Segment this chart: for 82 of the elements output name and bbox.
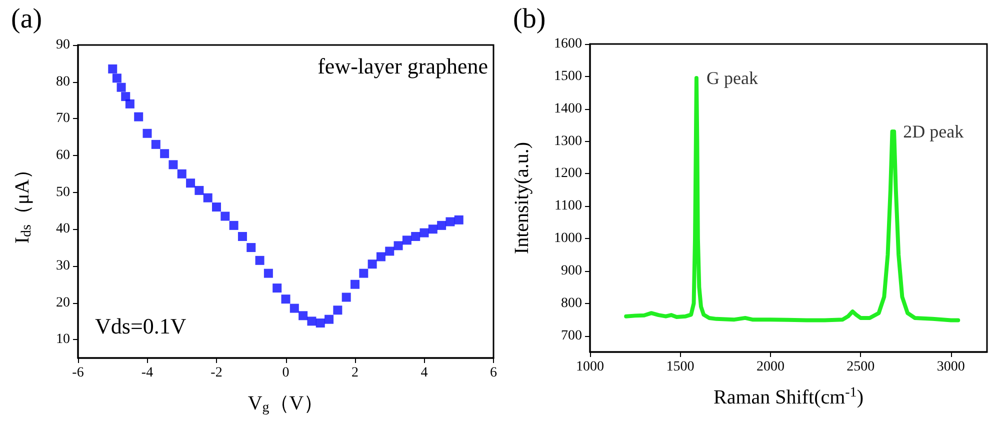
point <box>316 318 325 328</box>
point <box>342 292 351 302</box>
point <box>186 178 196 188</box>
point <box>151 140 160 149</box>
x-tick-label: -2 <box>210 366 222 380</box>
y-axis-title: Intensity(a.u.) <box>511 142 533 254</box>
y-tick-label: 1400 <box>554 101 582 116</box>
point <box>108 64 118 74</box>
point <box>333 306 342 315</box>
point <box>394 241 403 250</box>
y-tick-label: 80 <box>56 74 70 90</box>
point <box>437 220 446 230</box>
y-axis-title: Ids（μA） <box>12 159 34 244</box>
point <box>454 215 464 224</box>
point <box>177 169 186 178</box>
y-tick-label: 1000 <box>554 231 582 246</box>
point <box>203 193 212 202</box>
point <box>255 256 264 265</box>
x-tick-label: -6 <box>72 366 84 380</box>
point <box>112 74 122 83</box>
point <box>238 232 247 241</box>
point <box>324 314 334 324</box>
point <box>281 294 290 304</box>
x-tick-label: 1000 <box>576 360 604 374</box>
point <box>121 92 130 102</box>
point <box>264 268 273 278</box>
y-tick-label: 20 <box>56 295 70 310</box>
y-tick-label: 60 <box>56 148 70 163</box>
y-tick-label: 1600 <box>554 36 582 52</box>
point <box>246 243 256 252</box>
annotation: Vds=0.1V <box>95 314 186 338</box>
point <box>134 112 144 122</box>
y-tick-label: 1500 <box>554 68 582 84</box>
point <box>402 236 412 245</box>
y-tick-label: 900 <box>561 263 582 278</box>
y-tick-label: 30 <box>56 258 70 274</box>
point <box>368 260 377 269</box>
chart-title: (b) <box>513 4 546 34</box>
y-tick-label: 40 <box>56 222 70 237</box>
point <box>376 252 386 262</box>
point <box>272 284 282 293</box>
x-tick-label: 1500 <box>666 360 694 374</box>
point <box>350 280 360 289</box>
point <box>298 311 308 320</box>
y-tick-label: 1100 <box>554 198 582 214</box>
point <box>428 224 438 234</box>
point <box>290 304 299 313</box>
x-tick-label: 3000 <box>936 360 965 374</box>
annotation: few-layer graphene <box>318 54 488 78</box>
point <box>385 246 394 256</box>
point <box>212 202 221 212</box>
y-tick-label: 50 <box>56 184 70 200</box>
point <box>125 99 134 108</box>
point <box>359 268 368 278</box>
x-tick-label: 2500 <box>846 360 875 374</box>
y-tick-label: 1300 <box>554 134 582 149</box>
point <box>307 316 316 326</box>
x-tick-label: 2 <box>352 366 358 380</box>
y-tick-label: 1200 <box>554 166 582 182</box>
x-tick-label: 0 <box>282 366 290 380</box>
point <box>420 228 429 238</box>
point <box>194 186 204 195</box>
point <box>446 217 455 226</box>
x-tick-label: 2000 <box>756 360 784 374</box>
annotation: G peak <box>706 68 758 88</box>
point <box>411 232 420 241</box>
point <box>168 160 178 170</box>
x-tick-label: -4 <box>141 366 154 380</box>
x-tick-label: 6 <box>490 366 497 380</box>
y-tick-label: 70 <box>56 111 70 126</box>
y-tick-label: 700 <box>561 328 582 344</box>
annotation: 2D peak <box>903 122 964 142</box>
y-tick-label: 10 <box>56 332 70 348</box>
point <box>220 212 230 221</box>
x-tick-label: 4 <box>420 366 428 380</box>
point <box>116 82 126 92</box>
point <box>142 128 152 138</box>
y-tick-label: 90 <box>56 38 70 52</box>
y-tick-label: 800 <box>561 296 582 311</box>
point <box>160 149 170 158</box>
chart-title: (a) <box>11 4 42 34</box>
point <box>229 220 238 230</box>
